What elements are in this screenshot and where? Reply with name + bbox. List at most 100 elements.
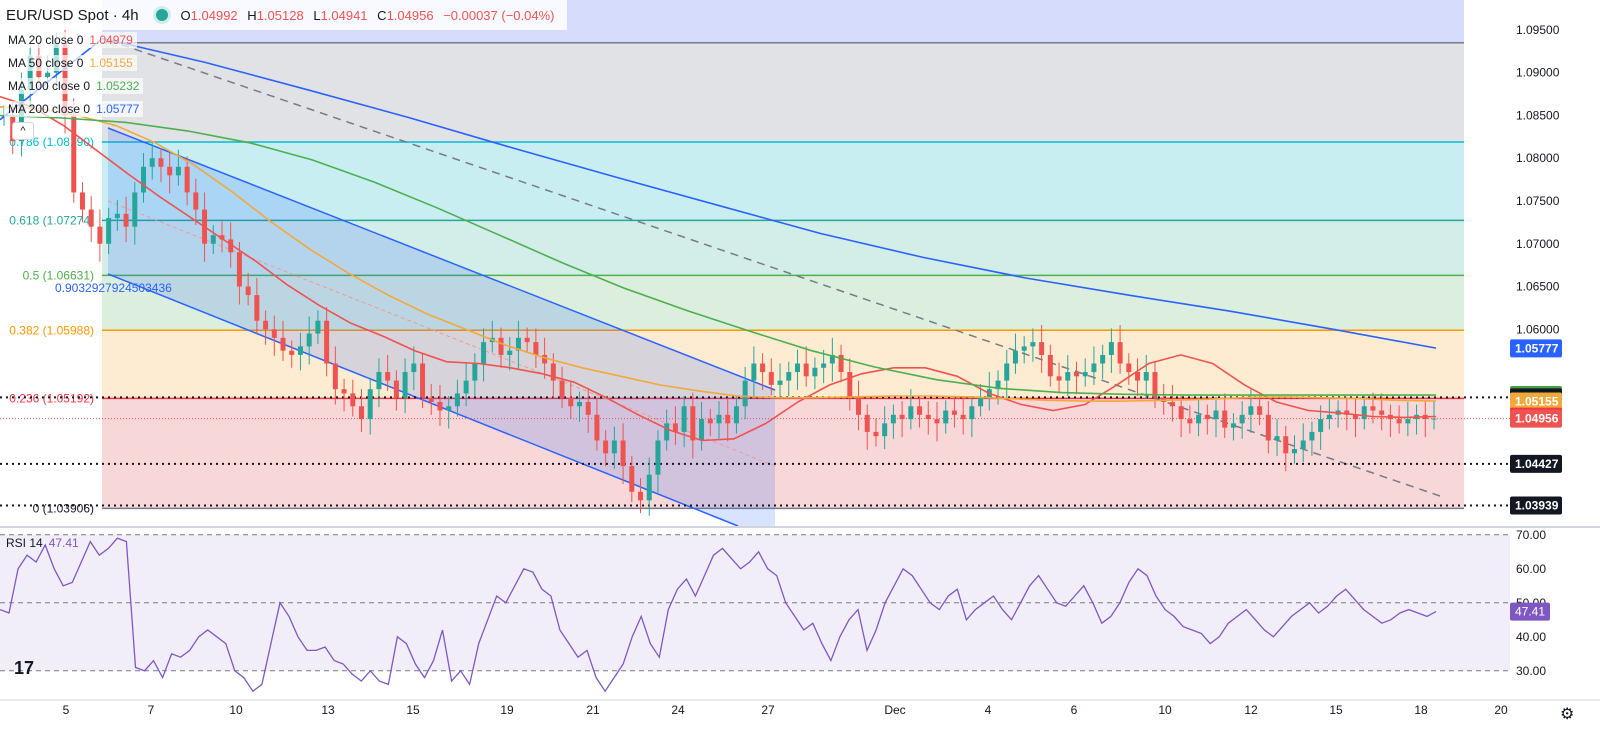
time-tick-label: 10 — [229, 703, 243, 717]
candle-body — [1370, 406, 1376, 411]
candle-body — [1012, 350, 1018, 364]
candle-body — [934, 419, 940, 424]
candle-body — [1143, 372, 1149, 381]
candle-body — [332, 363, 338, 390]
candle-body — [751, 363, 757, 381]
legend-ma20-value: 1.04979 — [89, 33, 133, 47]
ma-line-4 — [0, 37, 1437, 349]
rsi-legend[interactable]: RSI 14 47.41 — [6, 536, 79, 550]
candle-body — [184, 166, 190, 193]
candle-body — [899, 414, 905, 420]
legend-ma50[interactable]: MA 50 close 0 1.05155 — [4, 55, 137, 71]
candle-body — [594, 414, 600, 441]
candle-body — [1239, 414, 1245, 424]
time-tick-label: 5 — [63, 703, 70, 717]
time-tick-label: 12 — [1244, 703, 1258, 717]
candle-body — [1248, 406, 1254, 415]
candle-body — [411, 363, 417, 373]
candle-body — [611, 440, 617, 454]
candle-body — [1004, 363, 1010, 381]
candle-body — [158, 158, 164, 167]
candle-body — [969, 406, 975, 420]
candle-body — [481, 342, 487, 364]
price-tick-label: 1.07500 — [1516, 194, 1560, 208]
candle-body — [359, 406, 364, 420]
channel-level-label: 0.9032927924503436 — [55, 281, 172, 295]
rsi-line — [0, 537, 1437, 693]
candle-body — [324, 320, 330, 364]
gear-icon[interactable]: ⚙ — [1560, 706, 1575, 723]
candle-body — [629, 466, 635, 492]
candle-body — [1230, 423, 1236, 428]
fib-label: 0.382 (1.05988) — [9, 323, 94, 337]
low-label: L — [313, 7, 321, 23]
price-tick-label: 1.09500 — [1516, 23, 1560, 37]
fib-label: 0.5 (1.06631) — [23, 268, 94, 282]
candle-body — [951, 410, 957, 415]
candle-body — [123, 213, 129, 227]
ohlc-readout: O1.04992 H1.05128 L1.04941 C1.04956 −0.0… — [181, 8, 561, 23]
candle-body — [664, 423, 670, 441]
candle-body — [385, 372, 391, 381]
candle-body — [306, 333, 312, 347]
time-tick-label: Dec — [884, 703, 905, 717]
rsi-tick-label: 40.00 — [1516, 630, 1546, 644]
candle-body — [1030, 342, 1036, 347]
candle-body — [576, 401, 582, 407]
fib-label: 0 (1.03906) — [33, 501, 94, 515]
candle-body — [193, 192, 199, 210]
ma-line-2 — [0, 106, 1437, 402]
candle-body — [524, 337, 530, 343]
trend-line-dashed — [107, 39, 1441, 497]
legend-ma200[interactable]: MA 200 close 0 1.05777 — [4, 101, 144, 117]
price-tag — [1510, 496, 1562, 515]
candle-body — [254, 295, 260, 321]
time-tick-label: 7 — [148, 703, 155, 717]
legend-ma100[interactable]: MA 100 close 0 1.05232 — [4, 78, 144, 94]
candle-body — [71, 115, 77, 193]
candle-body — [97, 226, 103, 244]
candle-body — [1300, 440, 1306, 450]
candle-body — [1353, 414, 1359, 420]
candle-body — [1213, 410, 1219, 420]
time-tick-label: 21 — [586, 703, 600, 717]
candle-body — [995, 380, 1001, 390]
candle-body — [175, 166, 181, 176]
price-tag — [1510, 454, 1562, 473]
close-label: C — [377, 7, 387, 23]
chart-header: EUR/USD Spot · 4h O1.04992 H1.05128 L1.0… — [0, 0, 567, 30]
symbol-title[interactable]: EUR/USD Spot · 4h — [6, 6, 139, 24]
candle-body — [1100, 354, 1106, 364]
price-tag — [1510, 339, 1562, 358]
legend-ma20[interactable]: MA 20 close 0 1.04979 — [4, 32, 137, 48]
candle-body — [847, 372, 853, 398]
candle-body — [228, 239, 234, 253]
time-tick-label: 15 — [1329, 703, 1343, 717]
candle-body — [289, 350, 295, 355]
candle-body — [655, 440, 661, 475]
channel-upper-line — [107, 127, 776, 391]
candle-body — [1265, 414, 1271, 441]
change-value: −0.00037 (−0.04%) — [443, 7, 555, 23]
tradingview-logo-icon[interactable]: 17 — [14, 658, 35, 678]
candle-body — [1283, 436, 1289, 454]
candle-body — [219, 235, 225, 240]
price-tick-label: 1.09000 — [1516, 66, 1560, 80]
candle-body — [978, 397, 984, 407]
candle-body — [725, 414, 731, 424]
candle-body — [690, 406, 696, 441]
candle-body — [132, 192, 138, 227]
chevron-up-icon[interactable]: ^ — [12, 122, 34, 140]
rsi-tick-label: 60.00 — [1516, 562, 1546, 576]
candle-body — [960, 414, 966, 420]
candle-body — [1222, 410, 1228, 428]
candle-body — [1326, 414, 1332, 420]
candle-body — [943, 410, 949, 424]
channel-fill — [108, 128, 775, 526]
candle-body — [402, 372, 408, 398]
candle-body — [585, 401, 591, 415]
candle-body — [498, 337, 504, 355]
legend-ma200-name: MA 200 close 0 — [8, 102, 91, 116]
